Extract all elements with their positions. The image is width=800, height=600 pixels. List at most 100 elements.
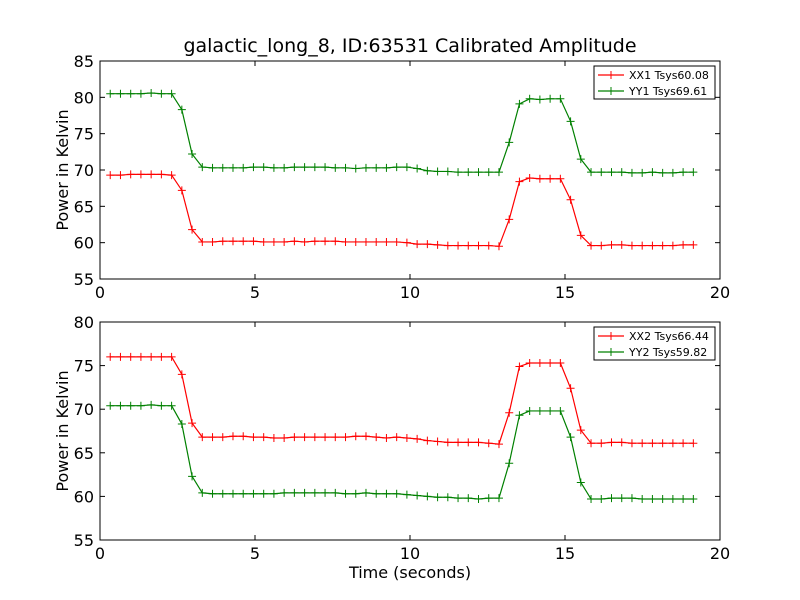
data-point <box>116 171 125 180</box>
data-point <box>167 89 176 98</box>
data-point <box>106 352 115 361</box>
data-point <box>515 177 524 186</box>
data-point <box>157 170 166 179</box>
bottom-panel: 0 5 10 15 20 55 60 65 70 75 80 XX2 Tsys66.44 YY2 Tsy… <box>53 313 730 582</box>
data-point <box>269 163 278 172</box>
data-point <box>689 240 698 249</box>
data-point <box>106 171 115 180</box>
data-point <box>566 384 575 393</box>
x-tick-label: 0 <box>95 283 105 302</box>
data-point <box>617 168 626 177</box>
data-point <box>361 488 370 497</box>
data-point <box>321 163 330 172</box>
data-point <box>136 401 145 410</box>
data-point <box>351 164 360 173</box>
data-point <box>658 241 667 250</box>
data-point <box>505 408 514 417</box>
data-point <box>300 433 309 442</box>
data-point <box>689 439 698 448</box>
series-line-1 <box>110 356 694 445</box>
plot-frame <box>99 321 721 541</box>
data-point <box>556 406 565 415</box>
data-point <box>576 478 585 487</box>
data-point <box>157 89 166 98</box>
plot-frame <box>99 60 721 280</box>
data-point <box>648 168 657 177</box>
legend-label: XX1 Tsys60.08 <box>629 69 709 82</box>
legend-marker <box>607 71 615 79</box>
data-point <box>525 358 534 367</box>
data-point <box>198 237 207 246</box>
data-point <box>433 167 442 176</box>
data-point <box>484 241 493 250</box>
data-point <box>474 438 483 447</box>
data-point <box>116 401 125 410</box>
data-point <box>464 241 473 250</box>
data-point <box>464 438 473 447</box>
data-point <box>597 168 606 177</box>
data-point <box>331 163 340 172</box>
data-point <box>249 237 258 246</box>
data-point <box>372 489 381 498</box>
data-point <box>607 494 616 503</box>
legend-marker <box>607 348 615 356</box>
y-tick-label: 55 <box>74 531 94 550</box>
y-tick-label: 55 <box>74 270 94 289</box>
data-point <box>546 406 555 415</box>
data-point <box>587 439 596 448</box>
data-point <box>413 240 422 249</box>
data-point <box>136 170 145 179</box>
y-tick-label: 80 <box>74 88 94 107</box>
data-point <box>679 495 688 504</box>
data-point <box>239 432 248 441</box>
top-panel: 0 5 10 15 20 55 60 65 70 75 80 85 XX1 Tsys60.08 YY1 T… <box>53 52 730 302</box>
data-point <box>218 489 227 498</box>
data-point <box>515 99 524 108</box>
data-point <box>310 488 319 497</box>
data-point <box>259 237 268 246</box>
x-tick-label: 10 <box>400 544 420 563</box>
data-point <box>566 117 575 126</box>
data-point <box>136 352 145 361</box>
data-point <box>505 459 514 468</box>
chart-title: galactic_long_8, ID:63531 Calibrated Amp… <box>183 35 636 57</box>
data-point <box>454 438 463 447</box>
data-point <box>515 362 524 371</box>
data-point <box>198 488 207 497</box>
data-point <box>484 439 493 448</box>
x-tick-label: 5 <box>250 283 260 302</box>
data-point <box>290 163 299 172</box>
data-point <box>525 173 534 182</box>
data-point <box>157 352 166 361</box>
data-point <box>198 433 207 442</box>
data-point <box>474 168 483 177</box>
data-point <box>106 89 115 98</box>
data-point <box>597 241 606 250</box>
y-tick-label: 65 <box>74 444 94 463</box>
data-point <box>321 488 330 497</box>
data-point <box>423 240 432 249</box>
data-point <box>341 237 350 246</box>
data-point <box>167 171 176 180</box>
data-point <box>433 493 442 502</box>
data-point <box>576 426 585 435</box>
y-tick-label: 70 <box>74 161 94 180</box>
y-tick-label: 80 <box>74 313 94 332</box>
data-point <box>597 439 606 448</box>
data-point <box>116 89 125 98</box>
data-point <box>546 94 555 103</box>
data-point <box>402 433 411 442</box>
data-point <box>341 433 350 442</box>
data-point <box>382 237 391 246</box>
data-point <box>484 168 493 177</box>
data-point <box>167 352 176 361</box>
data-point <box>361 237 370 246</box>
data-point <box>627 494 636 503</box>
y-axis-label: Power in Kelvin <box>53 109 72 230</box>
data-point <box>535 95 544 104</box>
x-axis-label: Time (seconds) <box>348 563 471 582</box>
data-point <box>402 238 411 247</box>
data-point <box>443 493 452 502</box>
data-point <box>535 358 544 367</box>
data-point <box>239 489 248 498</box>
